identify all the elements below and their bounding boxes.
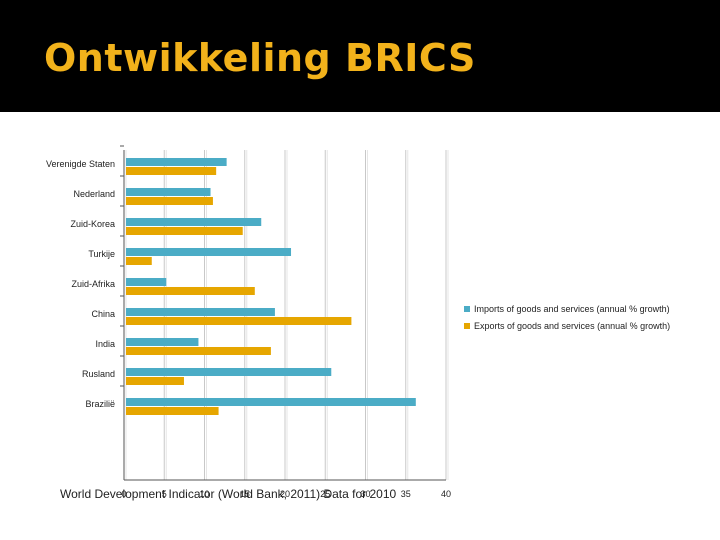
legend-label: Exports of goods and services (annual % … bbox=[474, 321, 670, 331]
imports-bar bbox=[126, 188, 211, 196]
exports-bar bbox=[126, 287, 255, 295]
x-tick-label: 30 bbox=[360, 489, 370, 499]
imports-bar bbox=[126, 308, 275, 316]
exports-bar bbox=[126, 197, 213, 205]
title-bar bbox=[0, 0, 720, 112]
category-label: Turkije bbox=[88, 249, 115, 259]
x-tick-label: 40 bbox=[441, 489, 451, 499]
x-tick-label: 10 bbox=[199, 489, 209, 499]
legend-label: Imports of goods and services (annual % … bbox=[474, 304, 670, 314]
x-tick-label: 20 bbox=[280, 489, 290, 499]
imports-bar bbox=[126, 398, 416, 406]
x-tick-label: 35 bbox=[401, 489, 411, 499]
category-label: Rusland bbox=[82, 369, 115, 379]
legend-swatch bbox=[464, 306, 470, 312]
slide-title: Ontwikkeling BRICS bbox=[44, 36, 476, 80]
exports-bar bbox=[126, 317, 352, 325]
legend-swatch bbox=[464, 323, 470, 329]
category-label: Zuid-Korea bbox=[70, 219, 115, 229]
exports-bar bbox=[126, 407, 219, 415]
imports-bar bbox=[126, 158, 227, 166]
exports-bar bbox=[126, 257, 152, 265]
category-label: Brazilië bbox=[85, 399, 115, 409]
imports-bar bbox=[126, 278, 167, 286]
imports-bar bbox=[126, 338, 199, 346]
imports-bar bbox=[126, 368, 332, 376]
category-label: Nederland bbox=[73, 189, 115, 199]
exports-bar bbox=[126, 167, 217, 175]
exports-bar bbox=[126, 377, 184, 385]
x-tick-label: 15 bbox=[240, 489, 250, 499]
x-tick-label: 0 bbox=[121, 489, 126, 499]
x-tick-label: 5 bbox=[162, 489, 167, 499]
source-caption: World Development Indicator (World Bank,… bbox=[60, 487, 397, 501]
category-label: India bbox=[95, 339, 115, 349]
x-tick-label: 25 bbox=[320, 489, 330, 499]
category-label: China bbox=[91, 309, 115, 319]
category-label: Verenigde Staten bbox=[46, 159, 115, 169]
imports-bar bbox=[126, 248, 292, 256]
imports-bar bbox=[126, 218, 262, 226]
exports-bar bbox=[126, 227, 243, 235]
category-label: Zuid-Afrika bbox=[71, 279, 115, 289]
exports-bar bbox=[126, 347, 271, 355]
